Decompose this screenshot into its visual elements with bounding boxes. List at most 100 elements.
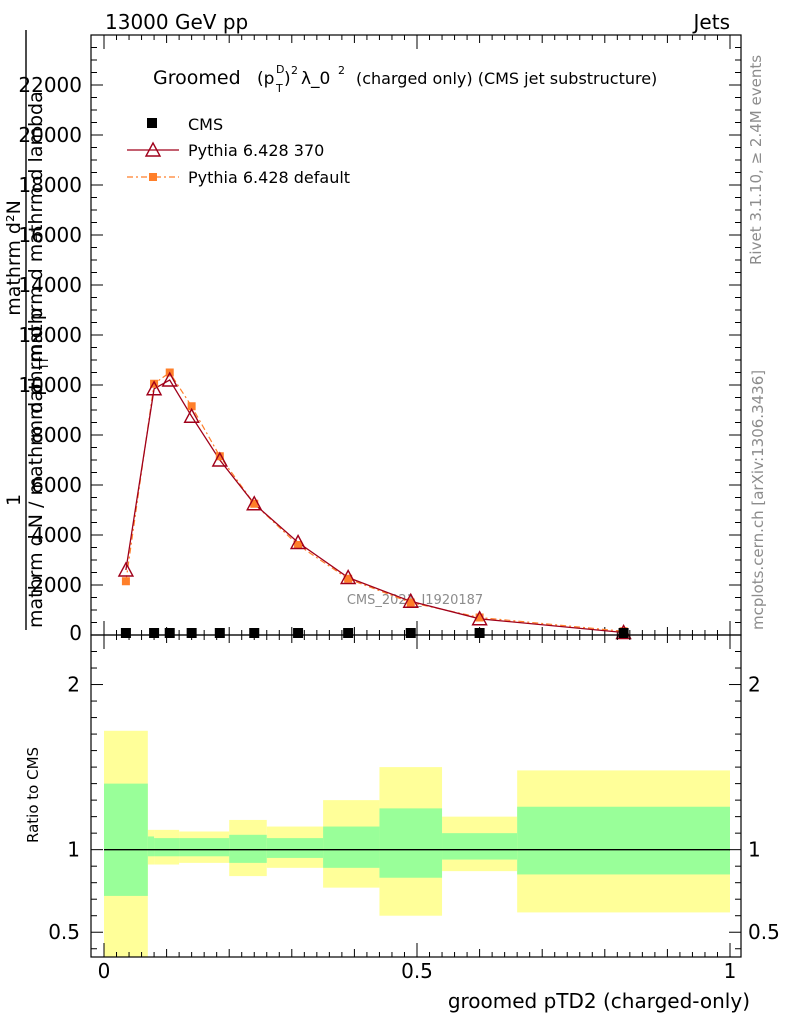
legend: CMS Pythia 6.428 370 Pythia 6.428 defaul… <box>127 115 350 187</box>
main-y-tick-label: 14000 <box>18 273 82 297</box>
cms-point <box>149 628 160 638</box>
rivet-label: Rivet 3.1.10, ≥ 2.4M events <box>747 55 765 265</box>
cms-point <box>164 628 175 638</box>
main-y-tick-label: 20000 <box>18 123 82 147</box>
main-y-tick-label: 2000 <box>31 573 82 597</box>
cms-point <box>186 628 197 638</box>
pythia-default-line <box>125 371 624 632</box>
legend-pdef-marker <box>149 173 157 181</box>
title-sup-d: D <box>276 63 284 76</box>
ratio-y-tick-label-right: 1 <box>748 838 761 862</box>
pythia-default-point <box>150 379 159 388</box>
main-y-tick-label: 4000 <box>31 523 82 547</box>
main-series <box>117 368 632 640</box>
ratio-inner-band <box>442 833 518 860</box>
ratio-inner-band <box>379 808 443 878</box>
pythia-default-point <box>250 499 259 508</box>
main-y-tick-label: 12000 <box>18 323 82 347</box>
pythia-370-point <box>246 495 263 511</box>
main-y-ticks: 2000 4000 6000 8000 10000 12000 14000 16000 1800… <box>18 35 741 645</box>
main-y-tick-label: 8000 <box>31 423 82 447</box>
ratio-inner-band <box>517 806 730 875</box>
ratio-y-tick-label-left: 1 <box>67 838 80 862</box>
ratio-y-tick-label-left: 0.5 <box>48 920 80 944</box>
main-y-tick-label: 10000 <box>18 373 82 397</box>
title-close: ) <box>284 69 291 89</box>
title-lambda: λ_0 <box>301 69 330 89</box>
ratio-x-tick-label: 0.5 <box>401 959 433 983</box>
pythia-default-point <box>215 452 224 461</box>
pythia-default-point <box>406 598 415 607</box>
pythia-default-point <box>475 613 484 622</box>
ratio-inner-band <box>323 826 380 868</box>
pythia-370-point <box>289 534 307 550</box>
cms-point <box>214 628 225 638</box>
pythia-default-point <box>294 541 303 549</box>
ratio-inner-band <box>104 783 148 896</box>
title-word: Groomed <box>153 67 241 89</box>
legend-p370-marker <box>144 141 162 157</box>
ylabel-denominator-rest: mathrm d mathrm d lambda <box>25 91 47 362</box>
ratio-axes <box>90 634 742 958</box>
title-sq1: 2 <box>291 64 298 77</box>
ratio-inner-band <box>266 838 324 858</box>
pythia-370-point <box>183 407 200 423</box>
legend-p370-label: Pythia 6.428 370 <box>188 141 324 160</box>
ylabel-prefix: mathrm d N / mathrm d p <box>25 384 47 628</box>
ratio-frame <box>90 634 742 958</box>
xlabel: groomed pTD2 (charged-only) <box>448 989 750 1013</box>
cms-point <box>120 628 131 638</box>
ylabel-prefix-t: T <box>37 356 51 365</box>
cms-point <box>343 628 354 638</box>
ratio-x-tick-label: 1 <box>724 959 737 983</box>
main-y-tick-label: 16000 <box>18 223 82 247</box>
cms-point <box>249 628 260 638</box>
main-ylabel: mathrm d²N mathrm d p T mathrm d mathrm … <box>3 30 51 630</box>
cms-point <box>293 628 304 638</box>
main-y-tick-label: 18000 <box>18 173 82 197</box>
ratio-ylabel: Ratio to CMS <box>24 747 42 843</box>
ratio-y-tick-label-right: 2 <box>748 673 761 697</box>
title-sub-t: T <box>275 82 283 95</box>
ylabel-denominator: mathrm d p <box>25 308 47 420</box>
mcplots-label: mcplots.cern.ch [arXiv:1306.3436] <box>749 370 767 630</box>
main-y-tick-label: 6000 <box>31 473 82 497</box>
ylabel-numerator: mathrm d²N <box>3 200 25 316</box>
cms-point <box>474 628 485 638</box>
watermark: CMS_2021_I1920187 <box>347 593 483 608</box>
legend-cms-label: CMS <box>188 115 223 134</box>
pythia-370-point <box>402 592 419 608</box>
ratio-y-tick-label-right: 0.5 <box>748 920 780 944</box>
ratio-ticks: 0.5 0.5 1 1 2 2 0 0.5 1 <box>48 635 780 983</box>
ratio-inner-band <box>179 838 230 857</box>
legend-cms-marker <box>147 118 157 128</box>
header-left: 13000 GeV pp <box>105 10 248 34</box>
header-right: Jets <box>692 10 730 34</box>
pythia-default-point <box>344 574 353 583</box>
main-panel: CMS_2021_I1920187 2000 4000 6000 8000 10000 1… <box>3 30 742 645</box>
cms-point <box>405 628 416 638</box>
main-y-zero-label: 0 <box>69 621 82 645</box>
ylabel-one: 1 <box>3 494 25 506</box>
pythia-default-point <box>121 577 130 586</box>
pythia-370-point <box>117 561 135 577</box>
legend-pdef-label: Pythia 6.428 default <box>188 168 350 187</box>
pythia-370-point <box>211 451 228 467</box>
ratio-y-tick-label-left: 2 <box>67 673 80 697</box>
pythia-370-point <box>145 380 163 396</box>
ratio-inner-band <box>147 836 155 857</box>
ratio-inner-band <box>229 834 267 863</box>
ylabel-denominator-t: T <box>37 362 51 371</box>
pythia-default-point <box>187 402 196 411</box>
cms-point <box>618 628 629 638</box>
main-y-tick-label: 22000 <box>18 73 82 97</box>
ratio-bands <box>104 730 730 957</box>
title-p: (p <box>257 69 274 89</box>
plot-title: Groomed (p D T ) 2 λ_0 2 (charged only) … <box>153 63 657 95</box>
pythia-370-point <box>471 610 488 626</box>
title-sq2: 2 <box>338 64 345 77</box>
pythia-370-point <box>339 569 357 585</box>
ratio-x-tick-label: 0 <box>98 959 111 983</box>
ratio-inner-band <box>154 838 180 857</box>
